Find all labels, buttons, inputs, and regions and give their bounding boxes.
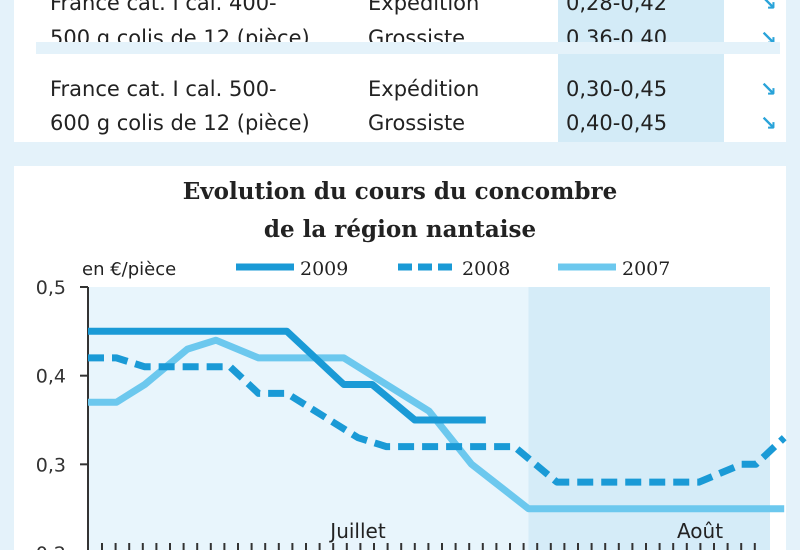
legend-label-2008: 2008: [462, 258, 510, 280]
product-label-line1: France cat. I cal. 400-: [50, 0, 277, 15]
price-value: 0,30-0,45: [566, 77, 668, 101]
chart-title-line2: de la région nantaise: [263, 216, 537, 243]
series-line-2007: [88, 336, 785, 513]
price-column-background: [558, 0, 724, 142]
y-tick-label: 0,4: [36, 366, 66, 388]
table-row: France cat. I cal. 400- 500 g colis de 1…: [14, 0, 786, 56]
chart-title-line1: Evolution du cours du concombre: [182, 178, 618, 205]
x-period-label-juillet: Juillet: [328, 519, 386, 543]
stage-label: Grossiste: [368, 111, 466, 135]
y-tick-label: 0,5: [36, 277, 66, 299]
legend-label-2009: 2009: [300, 258, 348, 280]
stage-label: Expédition: [368, 0, 480, 15]
product-label-line2: 600 g colis de 12 (pièce): [50, 111, 310, 135]
y-tick-label: 0,3: [36, 454, 66, 476]
down-right-arrow-icon: ↘: [760, 0, 777, 15]
down-right-arrow-icon: ↘: [760, 111, 777, 135]
y-tick-label: 0,2: [36, 543, 66, 550]
table-row: France cat. I cal. 500- 600 g colis de 1…: [14, 70, 786, 140]
legend-label-2007: 2007: [622, 258, 670, 280]
stage-label: Expédition: [368, 77, 480, 101]
price-value: 0,28-0,42: [566, 0, 668, 15]
unit-label: en €/pièce: [82, 259, 176, 280]
down-right-arrow-icon: ↘: [760, 77, 777, 101]
product-label-line1: France cat. I cal. 500-: [50, 77, 277, 101]
row-separator: [36, 42, 780, 54]
price-table: France cat. I cal. 400- 500 g colis de 1…: [14, 0, 786, 142]
price-value: 0,40-0,45: [566, 111, 668, 135]
x-period-label-aout: Août: [677, 519, 723, 543]
series-line-2009: [88, 327, 486, 424]
series-line-2008: [88, 354, 787, 486]
